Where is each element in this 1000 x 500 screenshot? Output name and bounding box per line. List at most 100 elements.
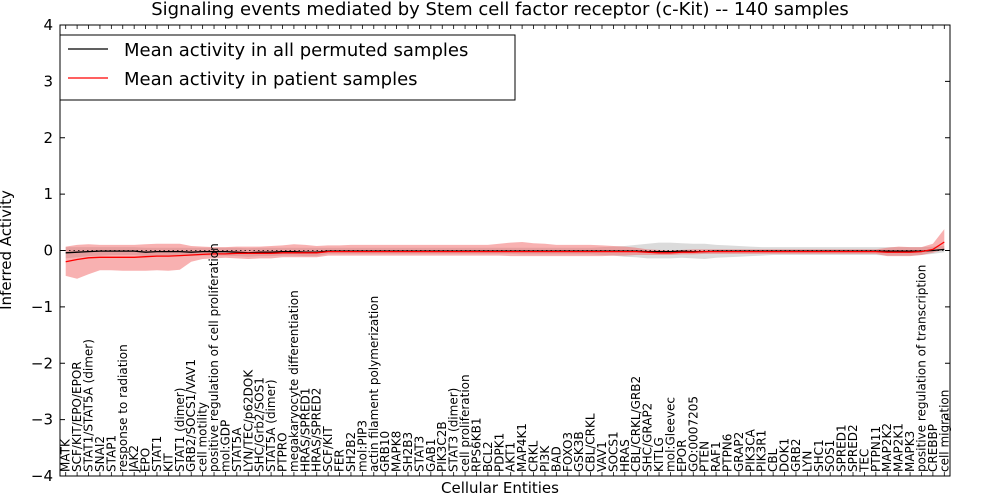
x-tick-label: RAF1 (709, 441, 723, 472)
x-tick-label: PIK3CA (743, 428, 757, 472)
x-tick-label: SPRED2 (846, 424, 860, 472)
x-tick-label: BAD (549, 446, 563, 472)
x-tick-label: megakaryocyte differentiation (287, 290, 301, 472)
x-tick-label: KIT (161, 453, 175, 472)
x-tick-label: STAT3 (dimer) (447, 388, 461, 472)
x-tick-label: GRB10 (378, 431, 392, 472)
x-tick-label: MAP4K1 (515, 423, 529, 472)
y-tick-label: 2 (43, 129, 53, 147)
x-tick-label: HRAS/SPRED2 (310, 388, 324, 472)
x-tick-label: SCF/KIT (321, 426, 335, 472)
x-tick-label: CBL/CRKL (584, 413, 598, 472)
confidence-bands (65, 229, 945, 279)
legend-label-permuted: Mean activity in all permuted samples (124, 40, 468, 61)
x-tick-label: SPRED1 (835, 424, 849, 472)
series-lines (65, 241, 945, 263)
x-tick-label: mol:PIP3 (355, 420, 369, 472)
x-tick-label: response to radiation (116, 344, 130, 472)
y-tick-label: −2 (31, 354, 53, 372)
x-tick-label: SNAI2 (93, 436, 107, 472)
legend-box (59, 34, 516, 101)
x-tick-label: CBL (766, 448, 780, 472)
x-tick-label: positive regulation of transcription (915, 265, 929, 472)
x-tick-label: STAT1 (150, 436, 164, 472)
x-tick-label: PTPN6 (721, 434, 735, 472)
x-tick-label: actin filament polymerization (367, 296, 381, 472)
chart-title: Signaling events mediated by Stem cell f… (151, 0, 849, 20)
x-axis-label: Cellular Entities (441, 479, 559, 497)
x-tick-label: SH2B3 (401, 432, 415, 472)
x-tick-label: SCF/KIT/EPO/EPOR (70, 361, 84, 472)
x-tick-label: PIK3C2B (435, 421, 449, 472)
x-tick-label: GSK3B (572, 431, 586, 472)
x-tick-label: DOK1 (778, 438, 792, 472)
x-tick-label: CREBBP (926, 424, 940, 472)
x-tick-label: VAV1 (595, 441, 609, 472)
x-tick-label: MATK (59, 438, 73, 472)
x-tick-label: PDPK1 (492, 433, 506, 472)
band-patient (65, 229, 945, 279)
y-tick-label: 1 (43, 185, 53, 203)
y-axis-ticks: −4 −3 −2 −1 0 1 2 3 4 (31, 16, 950, 485)
x-tick-label: SHC/Grb2/SOS1 (253, 377, 267, 472)
x-tick-label: mol:Gleevec (663, 397, 677, 472)
x-tick-label: PTPRO (276, 432, 290, 472)
x-tick-label: AKT1 (504, 442, 518, 472)
x-tick-label: GRB2/SOCS1/VAV1 (184, 359, 198, 472)
x-tick-label: SOS1 (823, 440, 837, 472)
x-tick-label: KITLG (652, 437, 666, 472)
x-tick-label: PTEN (698, 441, 712, 472)
x-tick-label: EPOR (675, 439, 689, 472)
x-tick-label: LYN (800, 451, 814, 472)
x-tick-label: SOCS1 (606, 431, 620, 472)
x-tick-label: SH2B2 (344, 432, 358, 472)
x-tick-label: MAP2K2 (880, 423, 894, 472)
x-tick-label: MAPK8 (390, 431, 404, 472)
x-tick-label: STAT5A (dimer) (264, 379, 278, 472)
y-tick-label: −4 (31, 467, 53, 485)
x-tick-label: MAPK3 (903, 431, 917, 472)
x-tick-label: positive regulation of cell proliferatio… (207, 243, 221, 472)
x-tick-label: HRAS (618, 439, 632, 472)
x-tick-label: RPS6KB1 (470, 417, 484, 472)
x-tick-label: FOXO3 (561, 432, 575, 472)
x-tick-label: FER (333, 449, 347, 472)
y-tick-label: −3 (31, 411, 53, 429)
x-tick-label: STAP1 (104, 435, 118, 472)
y-tick-label: −1 (31, 298, 53, 316)
x-tick-label: STAT1 (dimer) (173, 388, 187, 472)
x-tick-label: SHC/GRAP2 (641, 403, 655, 472)
x-tick-label: PI3K (538, 445, 552, 472)
x-tick-label: STAT3 (412, 436, 426, 472)
x-tick-label: HRAS/SPRED1 (298, 388, 312, 472)
y-tick-label: 4 (43, 16, 53, 34)
x-tick-label: CBL/CRKL/GRB2 (629, 376, 643, 472)
x-tick-label: GAB1 (424, 439, 438, 472)
x-tick-label: TEC (857, 449, 871, 473)
x-tick-label: CRKL (527, 440, 541, 472)
x-tick-label: PIK3R1 (755, 430, 769, 472)
x-tick-label: cell proliferation (458, 374, 472, 472)
chart-legend: Mean activity in all permuted samples Me… (59, 34, 516, 101)
legend-label-patient: Mean activity in patient samples (124, 69, 418, 90)
x-tick-label: EPO (139, 448, 153, 472)
line-patient-mean (65, 241, 945, 263)
y-tick-label: 3 (43, 72, 53, 90)
y-axis-label: Inferred Activity (0, 190, 15, 310)
x-tick-label: GRAP2 (732, 432, 746, 472)
x-tick-label: JAK2 (127, 445, 141, 473)
x-tick-label: cell migration (937, 390, 951, 472)
x-tick-label: GO:0007205 (686, 396, 700, 472)
x-tick-label: PTPN11 (869, 426, 883, 472)
x-tick-label: LYN/TEC/p62DOK (241, 369, 255, 472)
x-tick-label: mol:GDP (218, 420, 232, 472)
x-tick-label: MAP2K1 (892, 423, 906, 472)
x-tick-label: STAT1/STAT5A (dimer) (82, 339, 96, 472)
x-tick-label: STAT5A (230, 427, 244, 472)
x-tick-label: cell motility (196, 402, 210, 472)
y-tick-label: 0 (43, 242, 53, 260)
x-tick-label: GRB2 (789, 439, 803, 473)
x-tick-label: SHC1 (812, 439, 826, 472)
